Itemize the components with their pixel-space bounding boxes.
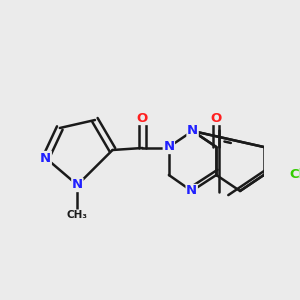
Text: N: N [186,184,197,197]
Text: Cl: Cl [290,169,300,182]
Text: CH₃: CH₃ [67,210,88,220]
Text: N: N [187,124,198,137]
Text: N: N [40,152,51,164]
Text: O: O [211,112,222,124]
Text: N: N [72,178,83,191]
Text: N: N [163,140,174,154]
Text: O: O [137,112,148,124]
